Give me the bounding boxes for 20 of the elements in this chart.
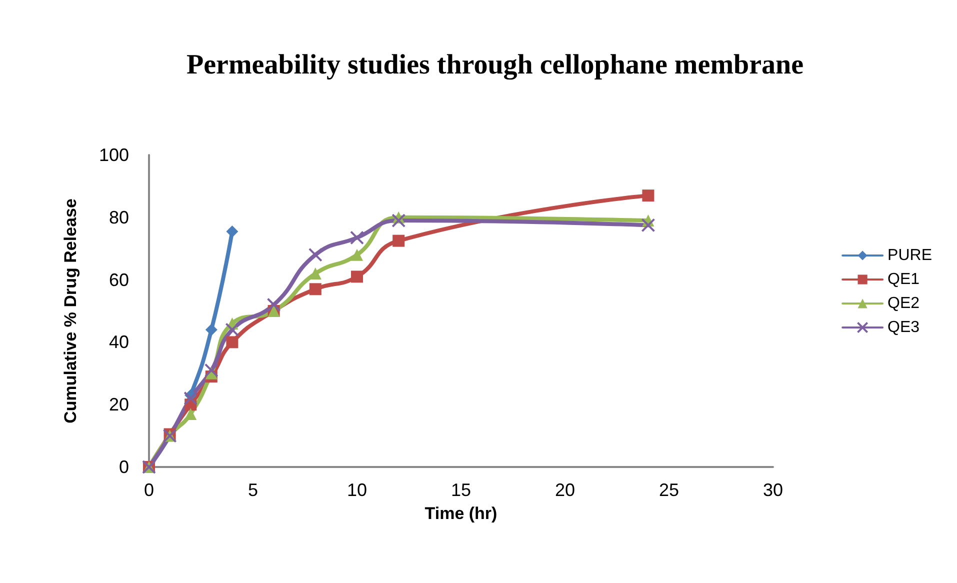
y-tick-label: 100 (98, 145, 129, 165)
y-tick-label: 20 (108, 394, 129, 415)
y-tick-label: 40 (108, 332, 129, 352)
y-tick-label: 80 (108, 207, 129, 228)
legend-label: QE2 (888, 295, 920, 312)
x-tick-label: 10 (346, 480, 368, 500)
y-axis-title: Cumulative % Drug Release (61, 198, 80, 424)
x-axis-title: Time (hr) (424, 504, 498, 523)
legend-label: PURE (888, 247, 932, 264)
x-tick-label: 0 (144, 480, 154, 500)
y-tick-label: 0 (118, 457, 129, 477)
x-tick-label: 15 (450, 480, 472, 500)
legend-label: QE3 (888, 319, 920, 336)
x-tick-label: 25 (658, 480, 680, 500)
y-tick-label: 60 (108, 270, 129, 290)
chart-title: Permeability studies through cellophane membrane (186, 50, 804, 80)
x-tick-label: 30 (762, 480, 784, 500)
x-tick-label: 20 (554, 480, 576, 500)
legend-label: QE1 (888, 271, 920, 288)
x-tick-label: 5 (248, 480, 258, 500)
